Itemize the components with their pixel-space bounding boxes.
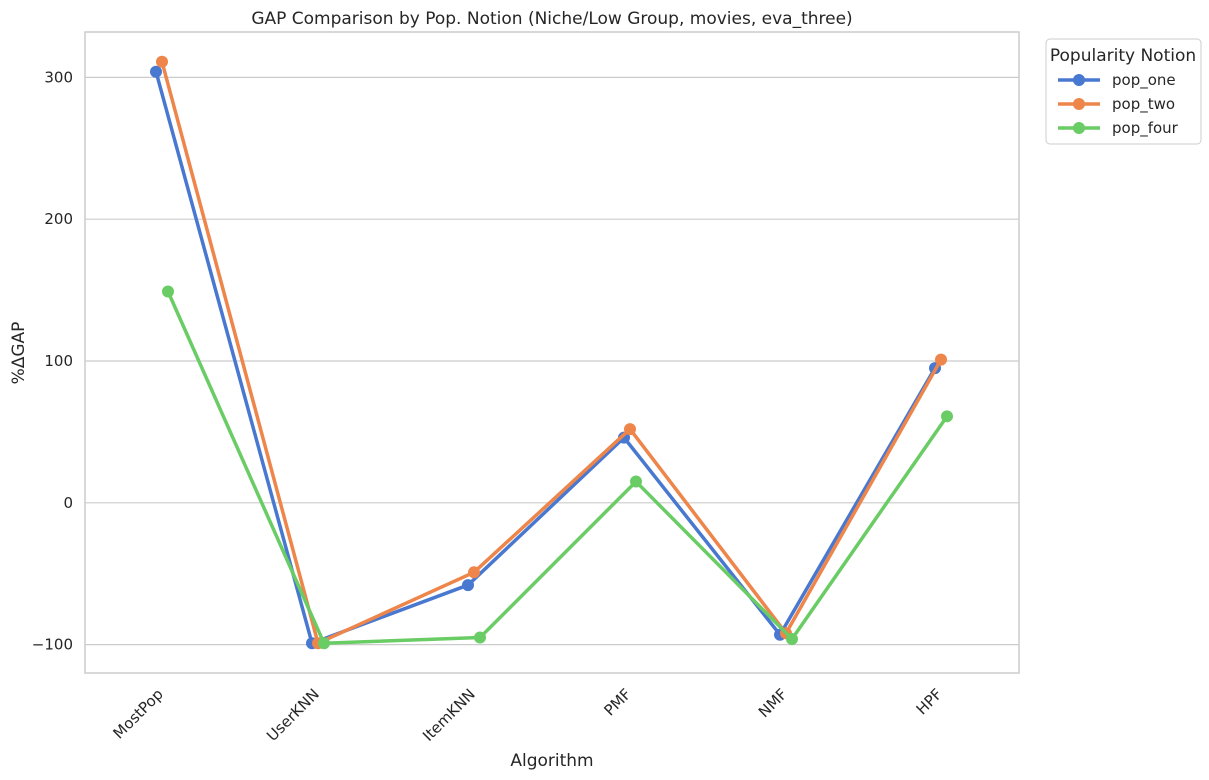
x-tick-label: NMF <box>755 685 791 721</box>
legend-label: pop_two <box>1112 95 1175 114</box>
data-point <box>630 475 642 488</box>
series-pop_two <box>156 55 947 650</box>
legend-label: pop_one <box>1112 71 1176 90</box>
x-tick-label: HPF <box>913 685 946 718</box>
legend-item-pop_four: pop_four <box>1058 119 1179 138</box>
data-point <box>941 410 953 423</box>
data-point <box>474 631 486 644</box>
data-point <box>618 431 630 444</box>
data-point <box>468 566 480 579</box>
series-pop_one <box>150 65 941 650</box>
data-point <box>935 353 947 366</box>
series-line <box>160 60 943 645</box>
data-point <box>156 55 168 68</box>
data-point <box>162 285 174 298</box>
x-tick-label: ItemKNN <box>419 685 479 745</box>
legend-marker <box>1073 74 1085 86</box>
legend-item-pop_one: pop_one <box>1058 71 1176 90</box>
x-tick-label: UserKNN <box>263 685 323 745</box>
data-point <box>624 423 636 436</box>
legend-marker <box>1073 122 1085 134</box>
series-line <box>154 69 937 645</box>
y-tick-label: 200 <box>44 210 73 228</box>
data-point <box>786 632 798 645</box>
data-point <box>150 65 162 78</box>
legend-items: pop_one pop_two pop_four <box>1058 71 1179 138</box>
x-axis-ticks: MostPop UserKNN ItemKNN PMF NMF HPF <box>110 685 946 745</box>
legend-label: pop_four <box>1112 119 1179 138</box>
series-layer <box>150 55 953 650</box>
x-axis-label: Algorithm <box>510 751 593 771</box>
data-point <box>462 579 474 592</box>
y-tick-label: 0 <box>63 494 73 512</box>
legend-box <box>1045 38 1202 145</box>
plot-frame <box>84 31 1020 674</box>
chart-title: GAP Comparison by Pop. Notion (Niche/Low… <box>251 9 852 29</box>
x-tick-label: PMF <box>600 685 634 719</box>
legend-title: Popularity Notion <box>1050 46 1196 66</box>
grid <box>85 76 1019 646</box>
y-axis-label: %ΔGAP <box>9 322 29 385</box>
x-tick-label: MostPop <box>110 685 167 742</box>
series-pop_four <box>162 285 953 650</box>
legend-item-pop_two: pop_two <box>1058 95 1175 114</box>
y-tick-label: 100 <box>44 352 73 370</box>
series-line <box>166 289 949 645</box>
y-tick-label: −100 <box>32 636 73 654</box>
legend: Popularity Notion pop_one pop_two pop_four <box>1045 38 1202 145</box>
legend-marker <box>1073 98 1085 110</box>
y-axis-ticks: −100 0 100 200 300 <box>32 68 73 653</box>
data-point <box>318 637 330 650</box>
y-tick-label: 300 <box>44 68 73 86</box>
